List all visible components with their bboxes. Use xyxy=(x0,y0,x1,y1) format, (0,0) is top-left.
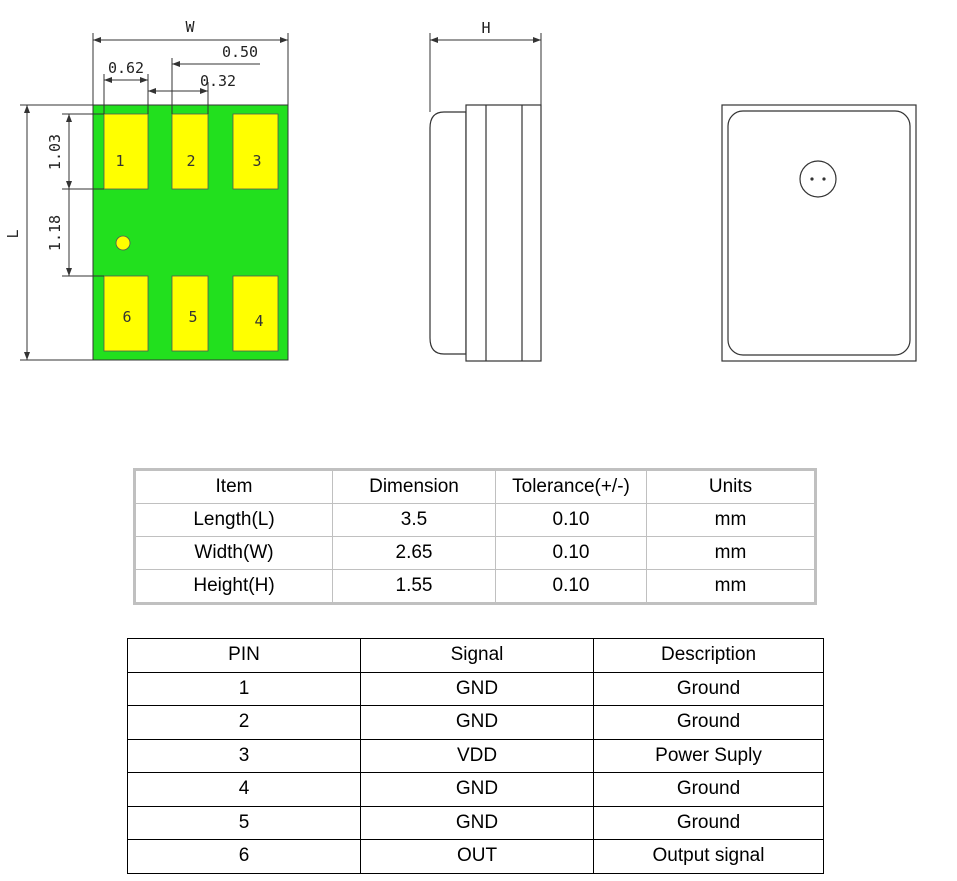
pad-2-label: 2 xyxy=(186,152,195,170)
pad-2 xyxy=(171,113,209,190)
table-row: 1 GND Ground xyxy=(127,671,824,706)
pad-5 xyxy=(171,275,209,352)
pad-5-label: 5 xyxy=(188,308,197,326)
table-cell: Output signal xyxy=(593,839,824,874)
table-cell: Length(L) xyxy=(134,503,333,537)
table-cell: 3.5 xyxy=(332,503,496,537)
pin-table: PIN Signal Description 1 GND Ground 2 GN… xyxy=(127,638,824,874)
table-cell: Power Suply xyxy=(593,738,824,773)
pad-3 xyxy=(232,113,279,190)
table-cell: GND xyxy=(360,772,594,807)
table-cell: GND xyxy=(360,671,594,706)
pad-6-label: 6 xyxy=(122,308,131,326)
dim-label-row-gap: 1.18 xyxy=(46,215,64,251)
bottom-view: 1 2 3 6 5 4 xyxy=(4,18,289,361)
table-row: 4 GND Ground xyxy=(127,772,824,807)
table-cell: GND xyxy=(360,805,594,840)
table-row: Height(H) 1.55 0.10 mm xyxy=(134,569,816,604)
table-header-row: Item Dimension Tolerance(+/-) Units xyxy=(134,469,816,504)
table-row: 3 VDD Power Suply xyxy=(127,738,824,773)
table-cell: 0.10 xyxy=(495,503,647,537)
dim-label-gap: 0.32 xyxy=(200,72,236,90)
dim-label-w: W xyxy=(185,18,195,36)
side-view xyxy=(429,33,542,362)
table-cell: 0.10 xyxy=(495,536,647,570)
table-cell: Ground xyxy=(593,671,824,706)
table-cell: GND xyxy=(360,705,594,740)
table-cell: Ground xyxy=(593,805,824,840)
header-cell: Units xyxy=(646,469,816,504)
table-cell: mm xyxy=(646,569,816,604)
table-cell: 1 xyxy=(127,671,361,706)
pad-3-label: 3 xyxy=(252,152,261,170)
header-cell: Tolerance(+/-) xyxy=(495,469,647,504)
dim-label-h: H xyxy=(481,19,490,37)
table-cell: OUT xyxy=(360,839,594,874)
table-cell: Ground xyxy=(593,772,824,807)
table-cell: 2.65 xyxy=(332,536,496,570)
table-cell: mm xyxy=(646,503,816,537)
sound-port-icon xyxy=(799,160,837,198)
table-row: 6 OUT Output signal xyxy=(127,839,824,874)
table-cell: 0.10 xyxy=(495,569,647,604)
table-cell: 4 xyxy=(127,772,361,807)
table-row: Width(W) 2.65 0.10 mm xyxy=(134,536,816,570)
table-header-row: PIN Signal Description xyxy=(127,638,824,673)
top-view xyxy=(721,104,917,362)
header-cell: Description xyxy=(593,638,824,673)
dimension-arrows xyxy=(24,37,288,360)
table-row: Length(L) 3.5 0.10 mm xyxy=(134,503,816,537)
side-view-arrows xyxy=(430,37,541,43)
dimension-table: Item Dimension Tolerance(+/-) Units Leng… xyxy=(133,468,817,605)
dim-label-pitch: 0.50 xyxy=(222,43,258,61)
header-cell: Item xyxy=(134,469,333,504)
pad-4-label: 4 xyxy=(254,312,263,330)
pad-4 xyxy=(232,275,279,352)
header-cell: Dimension xyxy=(332,469,496,504)
package-drawing: 1 2 3 6 5 4 xyxy=(4,18,917,362)
dimension-lines xyxy=(20,33,289,361)
table-cell: mm xyxy=(646,536,816,570)
table-cell: 3 xyxy=(127,738,361,773)
table-cell: 6 xyxy=(127,839,361,874)
dim-label-pad-width: 0.62 xyxy=(108,59,144,77)
pad-1 xyxy=(103,113,149,190)
table-row: 5 GND Ground xyxy=(127,805,824,840)
pad-1-label: 1 xyxy=(115,152,124,170)
dim-label-pad-length: 1.03 xyxy=(46,134,64,170)
table-cell: 2 xyxy=(127,705,361,740)
table-cell: Height(H) xyxy=(134,569,333,604)
table-cell: 5 xyxy=(127,805,361,840)
table-row: 2 GND Ground xyxy=(127,705,824,740)
table-cell: Ground xyxy=(593,705,824,740)
pad-6 xyxy=(103,275,149,352)
pin1-marker-dot xyxy=(115,235,131,251)
table-cell: 1.55 xyxy=(332,569,496,604)
header-cell: Signal xyxy=(360,638,594,673)
dim-label-l: L xyxy=(4,229,22,238)
header-cell: PIN xyxy=(127,638,361,673)
table-cell: VDD xyxy=(360,738,594,773)
table-cell: Width(W) xyxy=(134,536,333,570)
